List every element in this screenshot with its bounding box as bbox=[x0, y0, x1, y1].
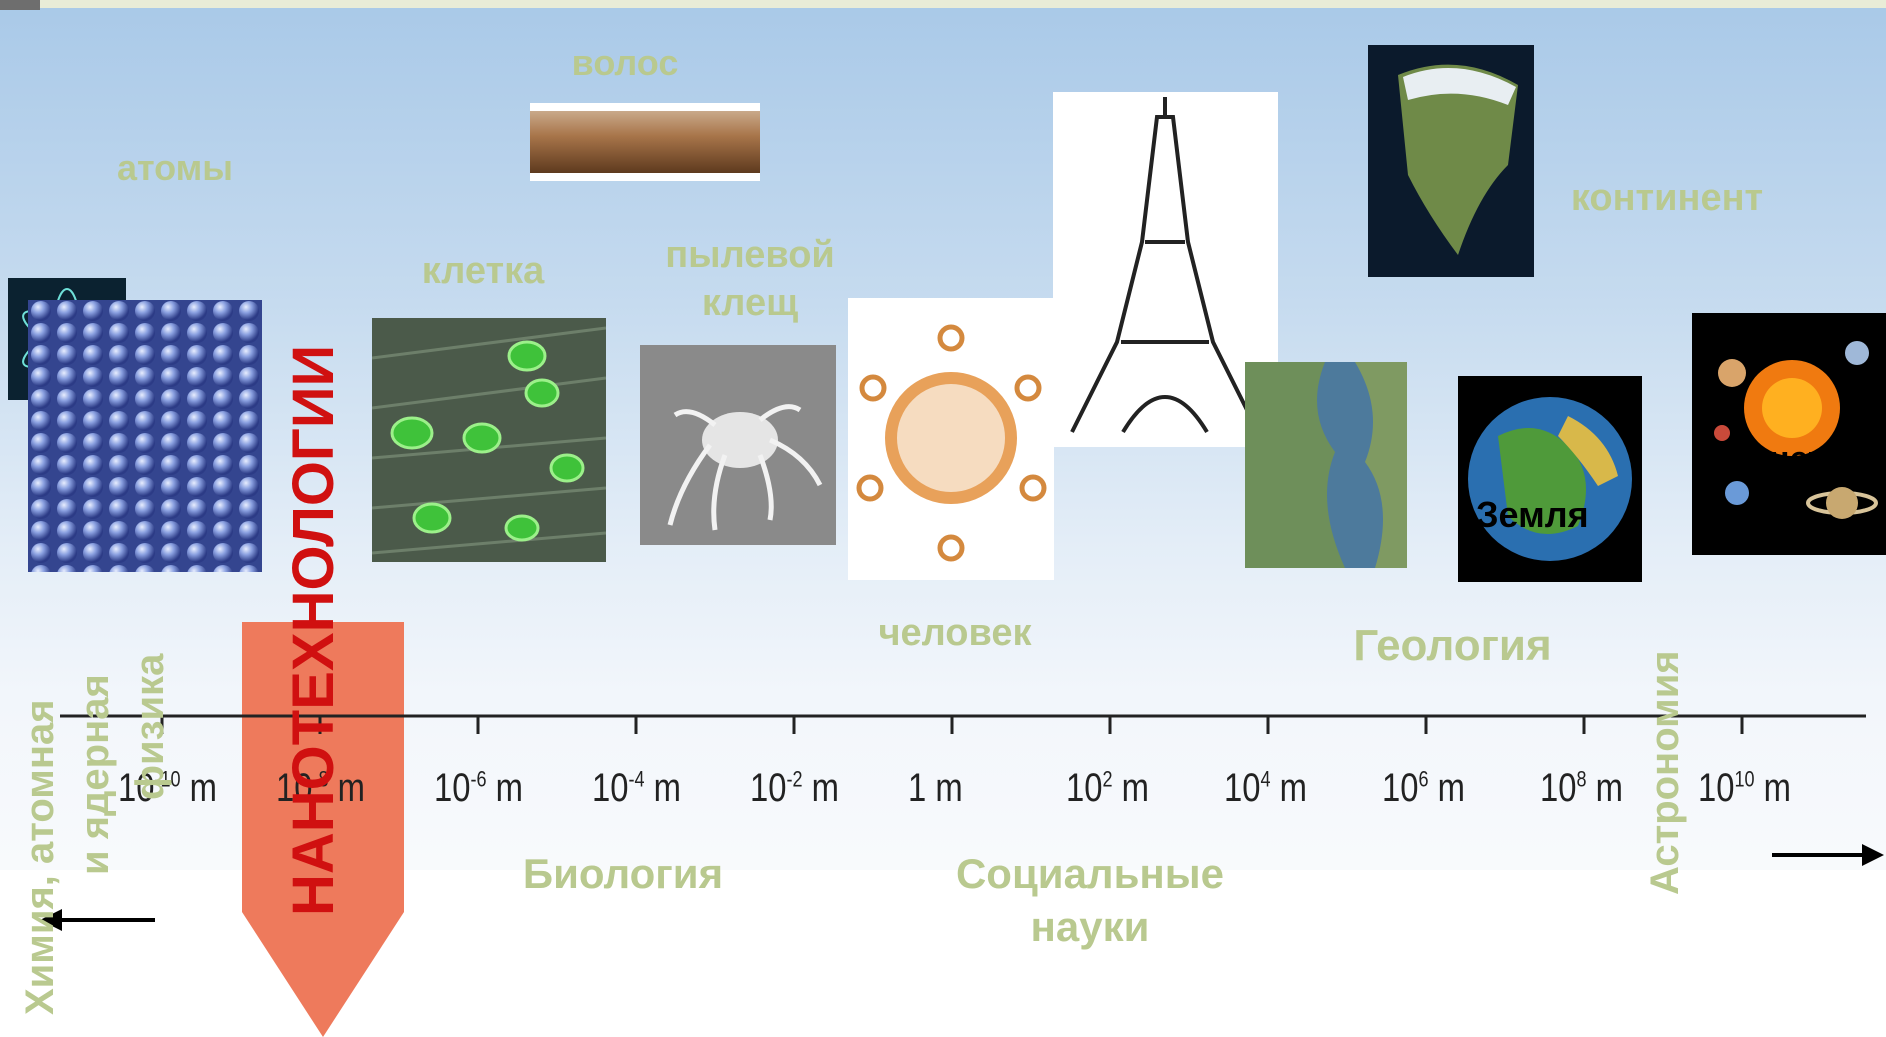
label-nanotech: НАНОТЕХНОЛОГИИ bbox=[281, 344, 346, 916]
left-arrow-icon bbox=[40, 905, 160, 935]
right-arrow-icon bbox=[1770, 840, 1886, 870]
tick-label: 1 m bbox=[908, 766, 963, 810]
label-chemistry-line3: физика bbox=[128, 653, 172, 800]
scale-axis bbox=[0, 700, 1886, 740]
continent-image bbox=[1368, 45, 1534, 277]
tick-label: 106 m bbox=[1382, 766, 1465, 810]
hair-image bbox=[530, 103, 760, 181]
tick-label: 10-10 m bbox=[118, 766, 218, 810]
human-ring-image bbox=[848, 298, 1054, 580]
label-atoms: атомы bbox=[116, 147, 234, 188]
tick-label: 108 m bbox=[1540, 766, 1623, 810]
geology-map-image bbox=[1245, 362, 1407, 568]
tick-label: 10-8 m bbox=[276, 766, 365, 810]
tick-label: 10-6 m bbox=[434, 766, 523, 810]
label-hair: волос bbox=[571, 42, 679, 83]
corner-mark bbox=[0, 0, 40, 10]
label-biology: Биология bbox=[522, 850, 724, 897]
tick-label: 10-2 m bbox=[750, 766, 839, 810]
label-continent: континент bbox=[1570, 177, 1764, 219]
top-bar bbox=[0, 0, 1886, 8]
label-geology: Геология bbox=[1353, 621, 1552, 670]
label-chemistry-line2: и ядерная bbox=[73, 674, 117, 875]
nanotech-arrow bbox=[242, 622, 404, 1037]
tick-label: 102 m bbox=[1066, 766, 1149, 810]
label-chemistry-line1: Химия, атомная bbox=[18, 699, 62, 1015]
label-dust-mite: пылевой клещ bbox=[665, 234, 835, 324]
cell-image bbox=[372, 318, 606, 562]
dust-mite-image bbox=[640, 345, 836, 545]
label-planets: планеты bbox=[1708, 440, 1854, 478]
planets-image bbox=[1692, 313, 1886, 555]
label-cell: клетка bbox=[421, 250, 545, 292]
eiffel-tower-image bbox=[1053, 92, 1278, 447]
atom-lattice-image bbox=[28, 300, 262, 572]
label-social-sciences: Социальные науки bbox=[955, 850, 1225, 950]
tick-label: 104 m bbox=[1224, 766, 1307, 810]
label-earth: Земля bbox=[1476, 494, 1589, 535]
tick-label: 1010 m bbox=[1698, 766, 1792, 810]
earth-image bbox=[1458, 376, 1642, 582]
label-human: человек bbox=[878, 612, 1032, 654]
tick-label: 10-4 m bbox=[592, 766, 681, 810]
label-astronomy: Астрономия bbox=[1643, 650, 1687, 895]
